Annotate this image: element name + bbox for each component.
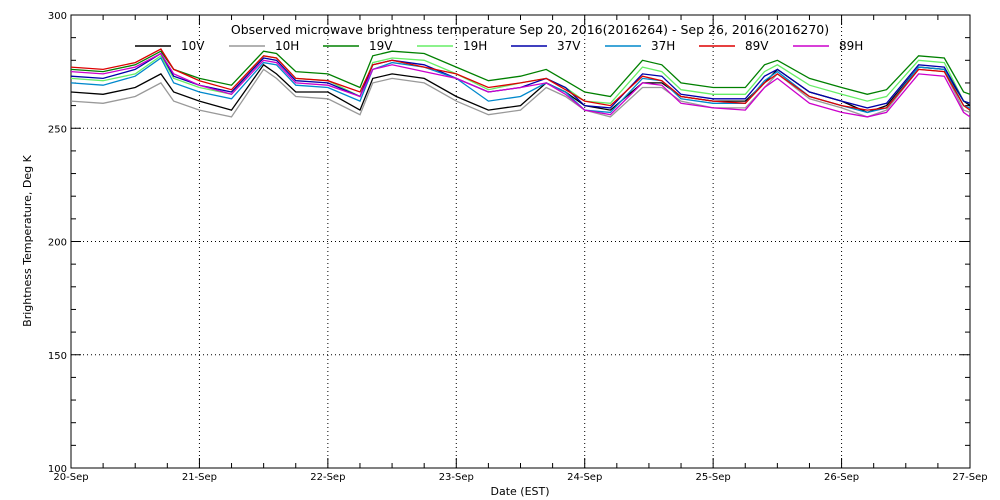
x-tick-label: 20-Sep: [53, 472, 88, 483]
x-axis-title: Date (EST): [490, 485, 549, 498]
legend-label-10v: 10V: [181, 39, 205, 53]
x-tick-label: 23-Sep: [439, 472, 474, 483]
legend: 10V 10H 19V 19H 37V 37H 89V 89H: [135, 39, 863, 53]
chart-title: Observed microwave brightness temperatur…: [231, 22, 829, 37]
legend-label-19h: 19H: [463, 39, 487, 53]
y-axis-title: Brightness Temperature, Deg K: [21, 154, 34, 326]
series-line-89h: [71, 52, 970, 118]
legend-label-19v: 19V: [369, 39, 393, 53]
x-tick-label: 24-Sep: [567, 472, 602, 483]
plot-frame: [70, 14, 971, 469]
x-tick-label: 22-Sep: [310, 472, 345, 483]
tick-labels: 100 150 200 250 300 20-Sep 21-Sep 22-Sep 23-Sep 2…: [48, 11, 988, 483]
y-tick-label: 100: [48, 464, 67, 475]
y-tick-label: 200: [48, 238, 67, 249]
series-line-89v: [71, 48, 970, 111]
x-tick-label: 25-Sep: [696, 472, 731, 483]
x-tick-label: 27-Sep: [952, 472, 987, 483]
y-tick-label: 150: [48, 351, 67, 362]
series-lines: [71, 48, 970, 118]
legend-label-10h: 10H: [275, 39, 299, 53]
x-tick-label: 26-Sep: [824, 472, 859, 483]
legend-label-89h: 89H: [839, 39, 863, 53]
y-tick-label: 300: [48, 11, 67, 22]
legend-label-37v: 37V: [557, 39, 581, 53]
x-tick-label: 21-Sep: [182, 472, 217, 483]
series-line-19v: [71, 50, 970, 98]
legend-label-89v: 89V: [745, 39, 769, 53]
series-line-10h: [71, 68, 970, 118]
legend-label-37h: 37H: [651, 39, 675, 53]
y-tick-label: 250: [48, 124, 67, 135]
